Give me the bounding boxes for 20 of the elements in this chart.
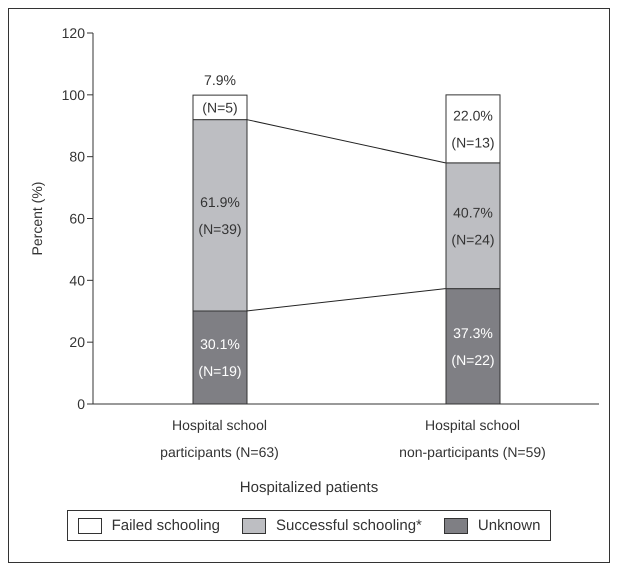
legend-label: Successful schooling* xyxy=(276,517,422,534)
y-tick-label: 60 xyxy=(69,210,86,226)
data-label: 7.9% (N=5) xyxy=(202,72,238,116)
y-tick-label: 0 xyxy=(77,396,86,412)
data-label: 40.7% (N=24) xyxy=(451,204,495,248)
y-tick-label: 120 xyxy=(62,24,86,41)
y-tick-label: 20 xyxy=(69,334,86,350)
data-label: 61.9% (N=39) xyxy=(198,194,242,237)
x-axis-title: Hospitalized patients xyxy=(238,479,380,496)
x-tick-label: Hospital school participants (N=63) xyxy=(160,416,279,460)
data-label: 30.1% (N=19) xyxy=(198,336,242,379)
data-label: 37.3% (N=22) xyxy=(451,324,495,368)
y-tick-label: 80 xyxy=(69,148,86,165)
data-label: 22.0% (N=13) xyxy=(451,107,495,150)
legend-label: Unknown xyxy=(478,517,540,534)
y-tick-label: 40 xyxy=(69,272,86,288)
x-tick-label: Hospital school non-participants (N=59) xyxy=(399,416,546,460)
y-tick-label: 100 xyxy=(62,86,86,103)
y-axis-title: Percent (%) xyxy=(28,182,45,256)
legend-label: Failed schooling xyxy=(112,517,220,534)
